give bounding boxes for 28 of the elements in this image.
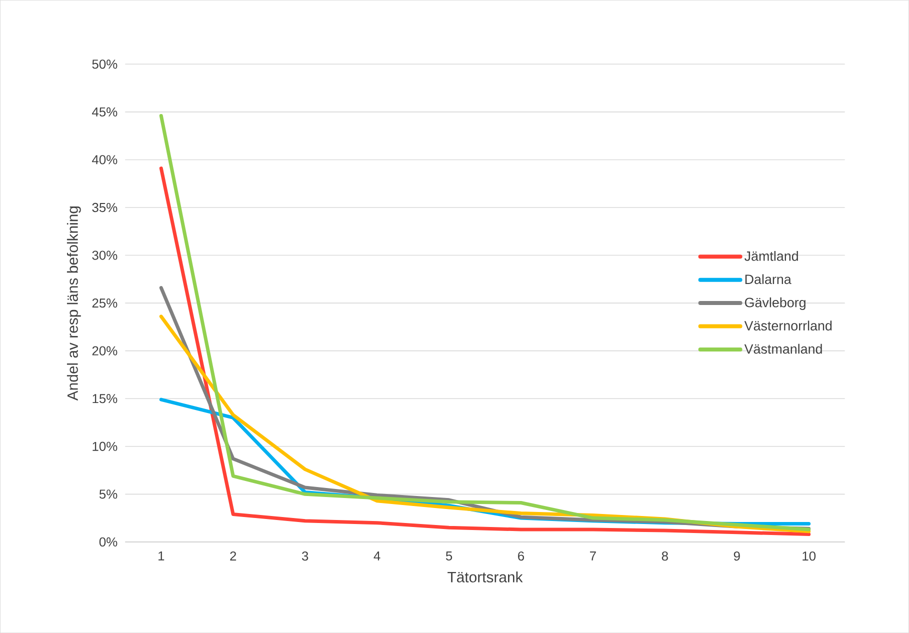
legend-label: Gävleborg (744, 297, 806, 310)
y-tick-label: 30% (92, 250, 118, 260)
legend-label: Dalarna (745, 274, 792, 284)
x-tick-label: 3 (302, 551, 308, 561)
x-tick-label: 10 (802, 551, 816, 561)
x-tick-label: 9 (734, 551, 740, 561)
y-tick-label: 10% (92, 442, 118, 451)
legend-label: Västmanland (744, 344, 822, 354)
y-axis-title: Andel av resp läns befolkning (66, 206, 81, 401)
y-tick-label: 45% (92, 107, 118, 116)
y-tick-label: 35% (92, 202, 118, 212)
y-tick-label: 25% (92, 298, 118, 308)
x-tick-label: 7 (590, 551, 596, 560)
x-tick-label: 2 (230, 551, 236, 560)
x-tick-label: 8 (662, 551, 668, 561)
x-tick-label: 1 (158, 551, 164, 560)
x-tick-label: 6 (518, 551, 524, 561)
x-tick-label: 5 (446, 551, 452, 560)
y-tick-label: 0% (99, 537, 118, 546)
legend-label: Jämtland (744, 250, 798, 261)
x-axis-title: Tätortsrank (448, 571, 523, 582)
y-tick-label: 20% (92, 346, 118, 356)
legend-label: Västernorrland (744, 320, 832, 330)
y-tick-label: 40% (92, 155, 118, 164)
y-tick-label: 5% (99, 490, 118, 499)
x-tick-label: 4 (374, 551, 380, 560)
y-tick-label: 50% (92, 60, 118, 69)
y-tick-label: 15% (92, 394, 118, 404)
